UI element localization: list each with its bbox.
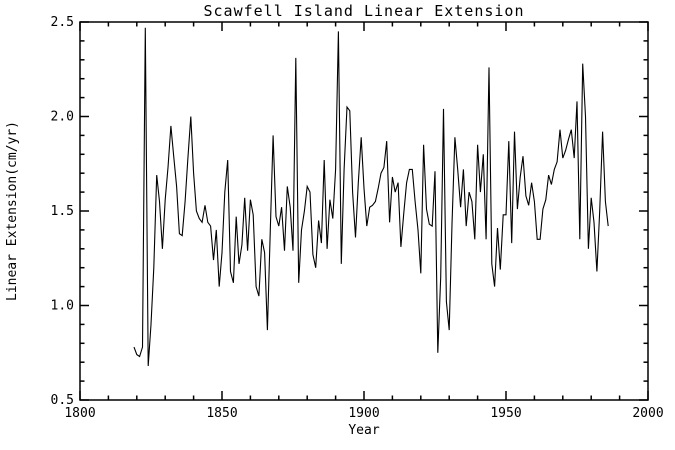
y-tick-label: 0.5 — [51, 393, 74, 408]
y-tick-label: 1.5 — [51, 204, 74, 219]
y-tick-label: 2.0 — [51, 110, 74, 125]
x-tick-label: 2000 — [632, 406, 663, 421]
data-line-linear-extension — [133, 27, 609, 367]
x-tick-label: 1800 — [64, 406, 95, 421]
x-axis-label: Year — [348, 423, 379, 438]
chart-title: Scawfell Island Linear Extension — [204, 2, 525, 20]
x-tick-label: 1900 — [348, 406, 379, 421]
axis-tick-labels: 1800 1850 1900 1950 2000 0.5 1.0 1.5 2.0 2.5 — [51, 15, 664, 421]
plot-frame — [79, 21, 649, 401]
x-tick-label: 1850 — [206, 406, 237, 421]
y-tick-label: 2.5 — [51, 15, 74, 30]
y-tick-label: 1.0 — [51, 299, 74, 314]
axis-ticks — [79, 21, 649, 401]
y-axis-label: Linear Extension(cm/yr) — [5, 121, 20, 301]
x-tick-label: 1950 — [490, 406, 521, 421]
